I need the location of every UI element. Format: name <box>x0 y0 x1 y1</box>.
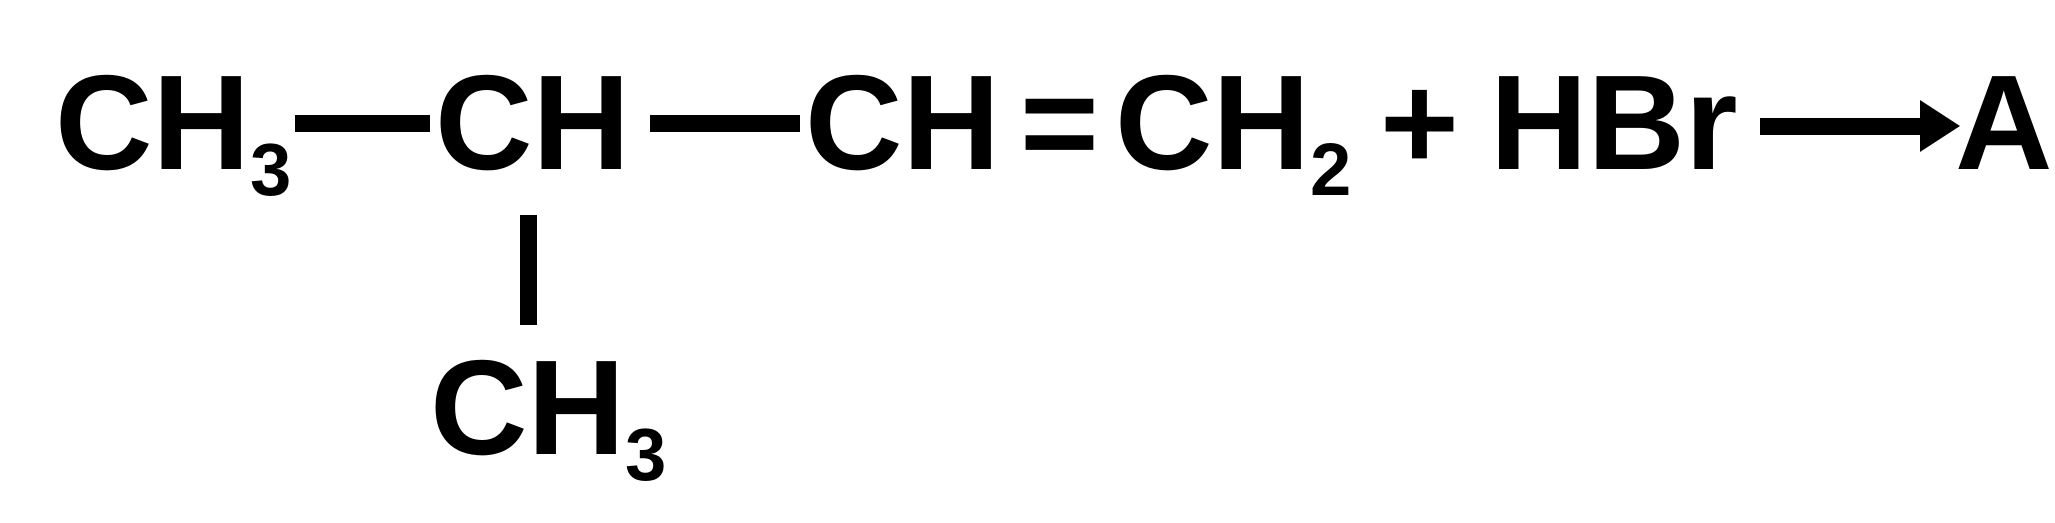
group-hbr: HBr <box>1490 55 1738 190</box>
product-a-text: A <box>1955 47 2053 198</box>
group-ch-mid-text: CH <box>435 47 630 198</box>
equals-text: = <box>1020 47 1099 198</box>
group-ch-right: CH <box>805 55 1000 190</box>
group-ch3-branch: CH3 <box>430 340 666 475</box>
bond-2 <box>650 115 800 132</box>
product-a: A <box>1955 55 2053 190</box>
plus-sign: + <box>1380 55 1459 190</box>
group-ch3-branch-sub: 3 <box>625 413 666 496</box>
group-ch2-text: CH <box>1115 47 1310 198</box>
group-hbr-text: HBr <box>1490 47 1738 198</box>
bond-1 <box>295 115 430 132</box>
group-ch3-branch-text: CH <box>430 332 625 483</box>
plus-text: + <box>1380 47 1459 198</box>
group-ch-mid: CH <box>435 55 630 190</box>
bond-branch-vertical <box>520 215 537 325</box>
group-ch3-left-text: CH <box>55 47 250 198</box>
reaction-arrow-line <box>1760 118 1930 135</box>
reaction-diagram: CH3 CH CH = CH2 + HBr A CH3 <box>0 0 2055 523</box>
group-ch3-left-sub: 3 <box>250 128 291 211</box>
group-ch3-left: CH3 <box>55 55 291 190</box>
group-ch-right-text: CH <box>805 47 1000 198</box>
reaction-arrow-head-icon <box>1920 100 1960 152</box>
double-bond-equals: = <box>1020 55 1099 190</box>
group-ch2: CH2 <box>1115 55 1351 190</box>
group-ch2-sub: 2 <box>1310 128 1351 211</box>
